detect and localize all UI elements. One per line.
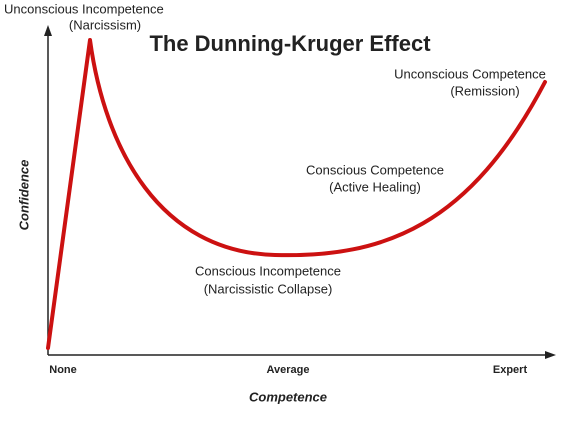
stage-label: Conscious Incompetence [195,263,341,278]
x-tick-label: Average [266,364,309,376]
stage-label: Conscious Competence [306,162,444,177]
title: The Dunning-Kruger Effect [149,31,431,56]
stage-label: Unconscious Incompetence [4,1,164,16]
x-tick-label: Expert [493,364,528,376]
x-axis-label: Competence [249,389,327,404]
stage-note: (Narcissism) [69,17,141,32]
curve [46,38,547,350]
y-axis-label: Confidence [16,160,31,231]
stage-note: (Remission) [450,83,519,98]
x-arrow [545,351,556,359]
stage-note: (Narcissistic Collapse) [204,281,333,296]
stage-note: (Active Healing) [329,179,421,194]
y-arrow [44,25,52,36]
x-tick-label: None [49,364,77,376]
stage-label: Unconscious Competence [394,66,546,81]
